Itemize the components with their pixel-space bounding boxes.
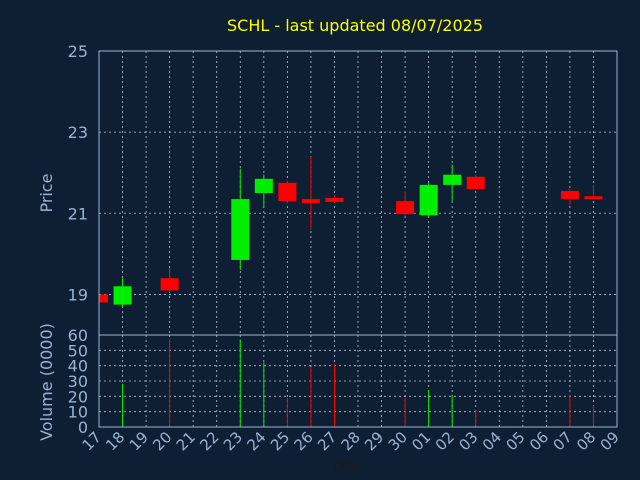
- price-tick-label: 23: [68, 123, 88, 142]
- volume-panel-frame: [98, 334, 618, 428]
- candle-body: [584, 196, 603, 200]
- candle-body: [419, 184, 438, 216]
- price-tick-label: 19: [68, 285, 88, 304]
- volume-tick-label: 20: [68, 387, 88, 406]
- chart-title: SCHL - last updated 08/07/2025: [227, 16, 483, 35]
- price-axis-ticks: 19 21 23 25: [68, 42, 88, 304]
- candle-body: [99, 294, 108, 303]
- candle-body: [160, 278, 179, 291]
- price-tick-label: 25: [68, 42, 88, 61]
- volume-tick-label: 30: [68, 372, 88, 391]
- x-axis-label: Day: [333, 457, 363, 475]
- x-axis-ticks: 1718192021222324252627282930010203040506…: [79, 428, 623, 454]
- candle-body: [560, 190, 579, 200]
- candle-body: [231, 199, 250, 260]
- candle-body: [278, 182, 297, 202]
- volume-bars: [122, 339, 594, 427]
- volume-tick-label: 60: [68, 326, 88, 345]
- volume-tick-label: 0: [78, 418, 88, 437]
- volume-axis-label: Volume (0000): [37, 323, 56, 441]
- volume-tick-label: 40: [68, 357, 88, 376]
- volume-tick-label: 10: [68, 403, 88, 422]
- candle-body: [325, 197, 344, 202]
- candle-body: [254, 178, 273, 193]
- candle-body: [466, 176, 485, 189]
- price-axis-label: Price: [37, 173, 56, 212]
- candle-body: [113, 286, 132, 305]
- candle-body: [301, 199, 320, 204]
- candle-body: [396, 201, 415, 215]
- price-candles: [98, 156, 603, 307]
- price-tick-label: 21: [68, 204, 88, 223]
- volume-tick-label: 50: [68, 341, 88, 360]
- candle-body: [443, 174, 462, 185]
